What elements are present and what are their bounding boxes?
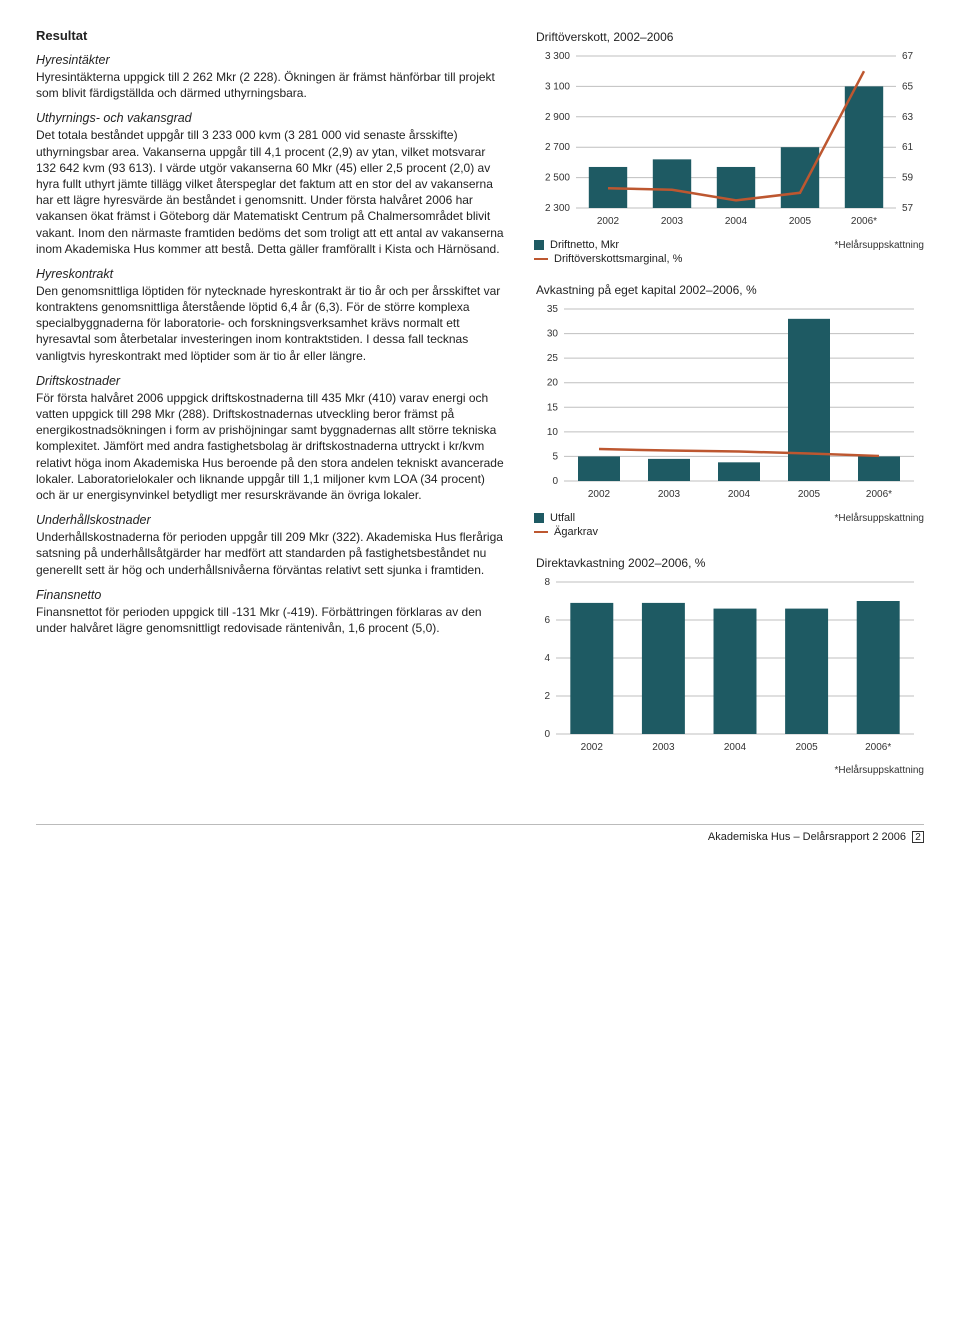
chart2-svg: 0 5 10 15 20 25 30 35 2002 2003 2004 2005 2006* <box>534 303 924 503</box>
svg-text:2002: 2002 <box>581 742 604 753</box>
svg-text:2002: 2002 <box>597 216 620 227</box>
svg-text:57: 57 <box>902 203 914 214</box>
svg-text:20: 20 <box>547 378 559 389</box>
driftskostnader-text: För första halvåret 2006 uppgick driftsk… <box>36 390 506 503</box>
chart2-legend-bar-swatch <box>534 513 544 523</box>
svg-text:2004: 2004 <box>724 742 747 753</box>
hyreskontrakt-heading: Hyreskontrakt <box>36 267 506 281</box>
finansnetto-heading: Finansnetto <box>36 588 506 602</box>
right-column: Driftöverskott, 2002–2006 2 300572 50059… <box>534 28 924 794</box>
svg-text:0: 0 <box>544 729 550 740</box>
chart1-legend-line: Driftöverskottsmarginal, % <box>554 253 682 265</box>
svg-text:2002: 2002 <box>588 489 611 500</box>
chart3-title: Direktavkastning 2002–2006, % <box>536 556 924 570</box>
svg-text:63: 63 <box>902 112 914 123</box>
svg-text:3 100: 3 100 <box>545 81 570 92</box>
finansnetto-text: Finansnettot för perioden uppgick till -… <box>36 604 506 636</box>
footer-text: Akademiska Hus – Delårsrapport 2 2006 <box>708 831 906 843</box>
hyreskontrakt-text: Den genomsnittliga löptiden för nyteckna… <box>36 283 506 364</box>
svg-text:5: 5 <box>552 451 558 462</box>
svg-text:30: 30 <box>547 329 559 340</box>
chart-avkastning: Avkastning på eget kapital 2002–2006, % … <box>534 283 924 538</box>
chart2-legend-bar: Utfall <box>550 512 575 524</box>
chart1-legend-bar-swatch <box>534 240 544 250</box>
svg-text:65: 65 <box>902 81 914 92</box>
svg-text:25: 25 <box>547 353 559 364</box>
svg-text:67: 67 <box>902 51 914 62</box>
chart-direktavkastning: Direktavkastning 2002–2006, % 0 2 4 6 8 2002 2… <box>534 556 924 776</box>
svg-text:3 300: 3 300 <box>545 51 570 62</box>
svg-text:6: 6 <box>544 615 550 626</box>
chart-driftoverskott: Driftöverskott, 2002–2006 2 300 57 2 500 59… <box>534 30 924 265</box>
chart1-legend-bar: Driftnetto, Mkr <box>550 239 619 251</box>
svg-text:15: 15 <box>547 402 559 413</box>
svg-text:8: 8 <box>544 577 550 588</box>
chart1-title: Driftöverskott, 2002–2006 <box>536 30 924 44</box>
resultat-heading: Resultat <box>36 28 506 43</box>
driftskostnader-heading: Driftskostnader <box>36 374 506 388</box>
svg-text:35: 35 <box>547 304 559 315</box>
svg-text:10: 10 <box>547 427 559 438</box>
footer-page-number: 2 <box>912 831 924 843</box>
chart3-note: *Helårsuppskattning <box>835 765 925 776</box>
svg-text:2004: 2004 <box>728 489 751 500</box>
left-column: Resultat Hyresintäkter Hyresintäkterna u… <box>36 28 506 794</box>
svg-text:2 900: 2 900 <box>545 112 570 123</box>
svg-text:2 700: 2 700 <box>545 142 570 153</box>
underhall-heading: Underhållskostnader <box>36 513 506 527</box>
uthyrnings-text: Det totala beståndet uppgår till 3 233 0… <box>36 127 506 257</box>
svg-text:2006*: 2006* <box>851 216 877 227</box>
svg-text:2006*: 2006* <box>866 489 892 500</box>
svg-text:61: 61 <box>902 142 914 153</box>
svg-text:2 300: 2 300 <box>545 203 570 214</box>
svg-text:2005: 2005 <box>789 216 812 227</box>
svg-text:2 500: 2 500 <box>545 173 570 184</box>
svg-text:2003: 2003 <box>661 216 684 227</box>
chart1-legend-line-swatch <box>534 258 548 260</box>
svg-text:2005: 2005 <box>795 742 818 753</box>
chart1-note: *Helårsuppskattning <box>835 240 925 251</box>
svg-text:2005: 2005 <box>798 489 821 500</box>
chart2-legend-line: Ägarkrav <box>554 526 598 538</box>
svg-text:2006*: 2006* <box>865 742 891 753</box>
hyresintakter-text: Hyresintäkterna uppgick till 2 262 Mkr (… <box>36 69 506 101</box>
svg-text:2: 2 <box>544 691 550 702</box>
svg-text:2003: 2003 <box>658 489 681 500</box>
svg-text:2003: 2003 <box>652 742 675 753</box>
svg-text:4: 4 <box>544 653 550 664</box>
hyresintakter-heading: Hyresintäkter <box>36 53 506 67</box>
svg-text:0: 0 <box>552 476 558 487</box>
chart3-svg: 0 2 4 6 8 2002 2003 2004 2005 2006* <box>534 576 924 756</box>
page-footer: Akademiska Hus – Delårsrapport 2 2006 2 <box>36 824 924 843</box>
chart2-legend-line-swatch <box>534 531 548 533</box>
underhall-text: Underhållskostnaderna för perioden uppgå… <box>36 529 506 578</box>
svg-text:2004: 2004 <box>725 216 748 227</box>
chart2-note: *Helårsuppskattning <box>835 513 925 524</box>
uthyrnings-heading: Uthyrnings- och vakansgrad <box>36 111 506 125</box>
svg-text:59: 59 <box>902 173 914 184</box>
chart1-svg: 2 300 57 2 500 59 2 700 61 2 900 63 3 100 65 3 300… <box>534 50 924 230</box>
chart2-title: Avkastning på eget kapital 2002–2006, % <box>536 283 924 297</box>
